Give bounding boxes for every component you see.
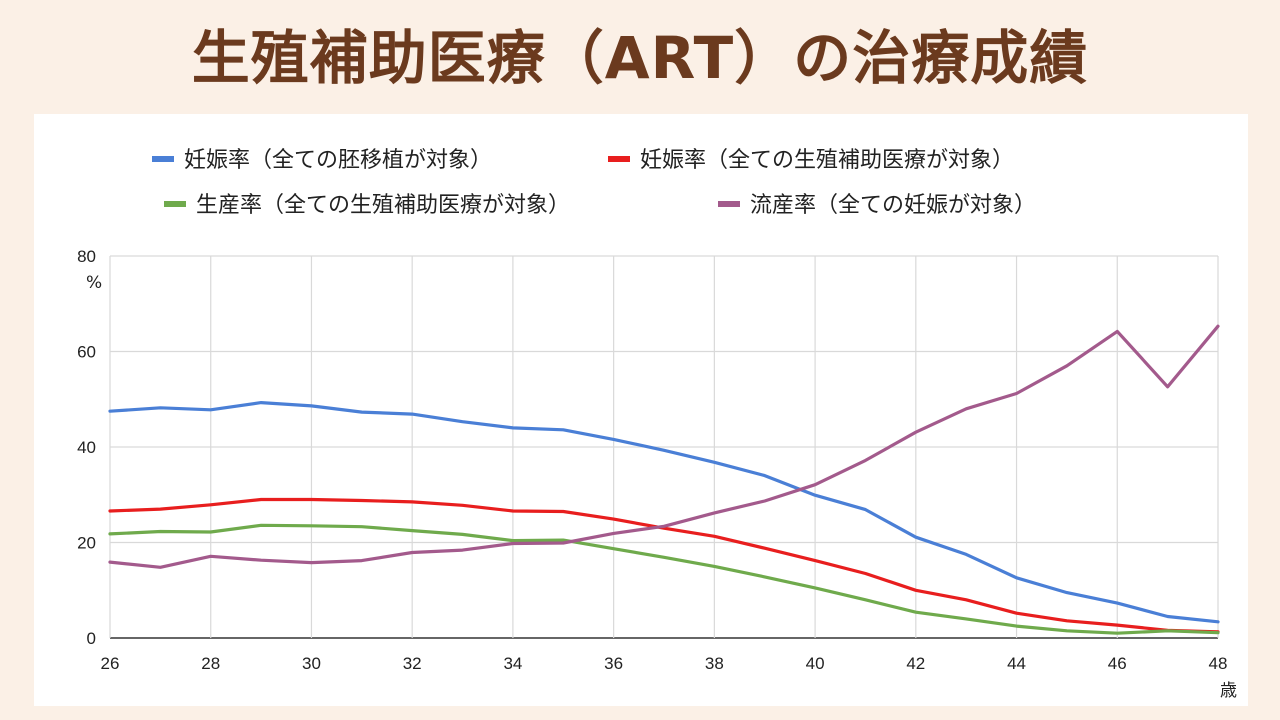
x-tick-label: 44: [1007, 654, 1026, 673]
y-axis-label: %: [86, 273, 102, 293]
y-tick-label: 80: [77, 247, 96, 266]
x-tick-label: 28: [201, 654, 220, 673]
legend-swatch-3: [164, 201, 186, 207]
legend: 妊娠率（全ての胚移植が対象） 妊娠率（全ての生殖補助医療が対象） 生産率（全ての生殖…: [152, 148, 1036, 218]
x-axis-label: 歳: [1220, 681, 1237, 701]
legend-swatch-2: [608, 156, 630, 162]
x-tick-label: 36: [604, 654, 623, 673]
x-tick-label: 30: [302, 654, 321, 673]
y-tick-label: 0: [87, 629, 96, 648]
x-tick-label: 26: [101, 654, 120, 673]
legend-label-4: 流産率（全ての妊娠が対象）: [750, 193, 1036, 218]
chart-panel: 妊娠率（全ての胚移植が対象） 妊娠率（全ての生殖補助医療が対象） 生産率（全ての生殖…: [34, 114, 1248, 706]
y-tick-label: 20: [77, 534, 96, 553]
legend-swatch-1: [152, 156, 174, 162]
legend-label-1: 妊娠率（全ての胚移植が対象）: [184, 148, 492, 173]
axis-ticks: 0 20 40 60 80 26 28 30 32 34 36 38 40 42 44 46 48: [77, 247, 1227, 673]
grid-lines: [109, 255, 1219, 639]
x-tick-label: 32: [403, 654, 422, 673]
series-line-1: [108, 401, 1220, 624]
y-tick-label: 60: [77, 343, 96, 362]
series-lines: [108, 324, 1220, 635]
x-tick-label: 42: [906, 654, 925, 673]
x-tick-label: 46: [1108, 654, 1127, 673]
series-line-2: [108, 497, 1220, 634]
page-title: 生殖補助医療（ART）の治療成績: [191, 24, 1089, 92]
x-tick-label: 40: [806, 654, 825, 673]
series-line-4: [108, 324, 1220, 569]
x-tick-label: 48: [1209, 654, 1228, 673]
line-chart: 妊娠率（全ての胚移植が対象） 妊娠率（全ての生殖補助医療が対象） 生産率（全ての生殖…: [77, 148, 1237, 701]
legend-swatch-4: [718, 201, 740, 207]
legend-label-2: 妊娠率（全ての生殖補助医療が対象）: [640, 148, 1014, 173]
x-tick-label: 38: [705, 654, 724, 673]
series-line-3: [108, 523, 1220, 635]
x-tick-label: 34: [503, 654, 522, 673]
y-tick-label: 40: [77, 438, 96, 457]
legend-label-3: 生産率（全ての生殖補助医療が対象）: [196, 193, 570, 218]
